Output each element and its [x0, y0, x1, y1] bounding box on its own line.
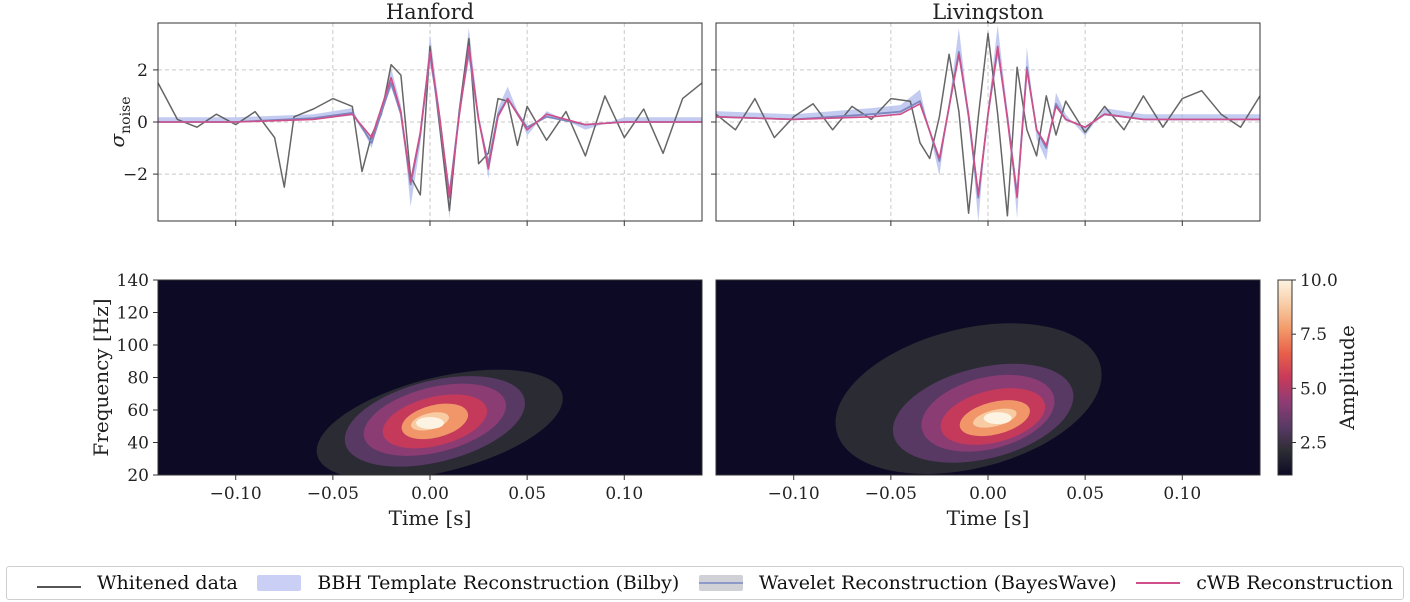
x-tick-label: 0.00: [969, 484, 1007, 504]
y-tick-label: 100: [117, 336, 149, 356]
x-axis-label: Time [s]: [389, 506, 472, 530]
colorbar-label: Amplitude: [1335, 325, 1359, 431]
spectrogram-contours: [316, 369, 563, 475]
y-tick-label: −2: [123, 165, 148, 185]
band-line-swatch-icon: [698, 575, 743, 591]
waveform-panel-livingston: Livingston: [711, 0, 1261, 226]
plot-frame: [157, 22, 703, 222]
x-tick-label: 0.00: [411, 484, 449, 504]
x-tick-label: −0.10: [768, 484, 820, 504]
colorbar-tick-label: 5.0: [1300, 379, 1327, 399]
series-line-whitened: [715, 32, 1261, 217]
y-tick-label: 80: [127, 369, 149, 389]
spectrogram-panel-livingston: −0.10 −0.05 0.00 0.05 0.10 Time [s]: [715, 279, 1261, 530]
band-swatch-icon: [257, 575, 302, 591]
x-tick-label: 0.05: [1066, 484, 1104, 504]
colorbar-tick-label: 2.5: [1300, 434, 1327, 454]
panel-title: Livingston: [932, 0, 1044, 24]
spectrogram-panel-hanford: −0.10 −0.05 0.00 0.05 0.10 Time [s] 20 40 60 80 10…: [89, 271, 703, 530]
legend-item-whitened: Whitened data: [37, 572, 238, 594]
legend-label: Whitened data: [97, 572, 238, 594]
legend-label: Wavelet Reconstruction (BayesWave): [758, 572, 1117, 594]
x-tick-label: −0.05: [307, 484, 359, 504]
legend-item-bilby: BBH Template Reconstruction (Bilby): [257, 572, 679, 594]
y-tick-label: 20: [127, 466, 149, 486]
plot-frame: [715, 22, 1261, 222]
y-tick-label: 40: [127, 434, 149, 454]
colorbar-tick-label: 10.0: [1300, 271, 1338, 291]
series-line-whitened: [157, 37, 703, 212]
x-tick-label: 0.10: [605, 484, 643, 504]
colorbar-bar: [1277, 279, 1293, 476]
y-tick-label: 0: [137, 113, 148, 133]
series-line-cwb: [715, 45, 1260, 199]
spectrogram-contours: [835, 323, 1102, 474]
y-tick-label: 2: [137, 61, 148, 81]
y-axis-label-subscript: noise: [118, 96, 134, 133]
x-tick-label: −0.10: [210, 484, 262, 504]
waveform-panel-hanford: 2 0 −2 Hanford σnoise: [105, 0, 703, 226]
x-axis-label: Time [s]: [947, 506, 1030, 530]
y-axis-label: σnoise: [105, 96, 134, 147]
legend: Whitened data BBH Template Reconstructio…: [6, 566, 1404, 600]
colorbar: 2.5 5.0 7.5 10.0 Amplitude: [1277, 271, 1359, 476]
line-swatch-icon: [37, 585, 81, 588]
legend-item-bayeswave: Wavelet Reconstruction (BayesWave): [698, 572, 1117, 594]
contour-peak: [983, 412, 1012, 425]
x-tick-label: 0.05: [508, 484, 546, 504]
legend-label: BBH Template Reconstruction (Bilby): [317, 572, 680, 594]
contour-peak: [416, 417, 444, 429]
legend-label: cWB Reconstruction: [1196, 572, 1393, 594]
y-tick-label: 140: [117, 271, 149, 291]
panel-title: Hanford: [386, 0, 474, 24]
y-tick-label: 60: [127, 401, 149, 421]
line-swatch-icon: [1136, 575, 1181, 591]
series-line-cwb: [158, 45, 702, 199]
y-tick-label: 120: [117, 304, 149, 324]
legend-item-cwb: cWB Reconstruction: [1136, 572, 1393, 594]
colorbar-tick-label: 7.5: [1300, 325, 1327, 345]
y-axis-label: Frequency [Hz]: [89, 298, 113, 456]
x-tick-label: −0.05: [865, 484, 917, 504]
x-tick-label: 0.10: [1163, 484, 1201, 504]
